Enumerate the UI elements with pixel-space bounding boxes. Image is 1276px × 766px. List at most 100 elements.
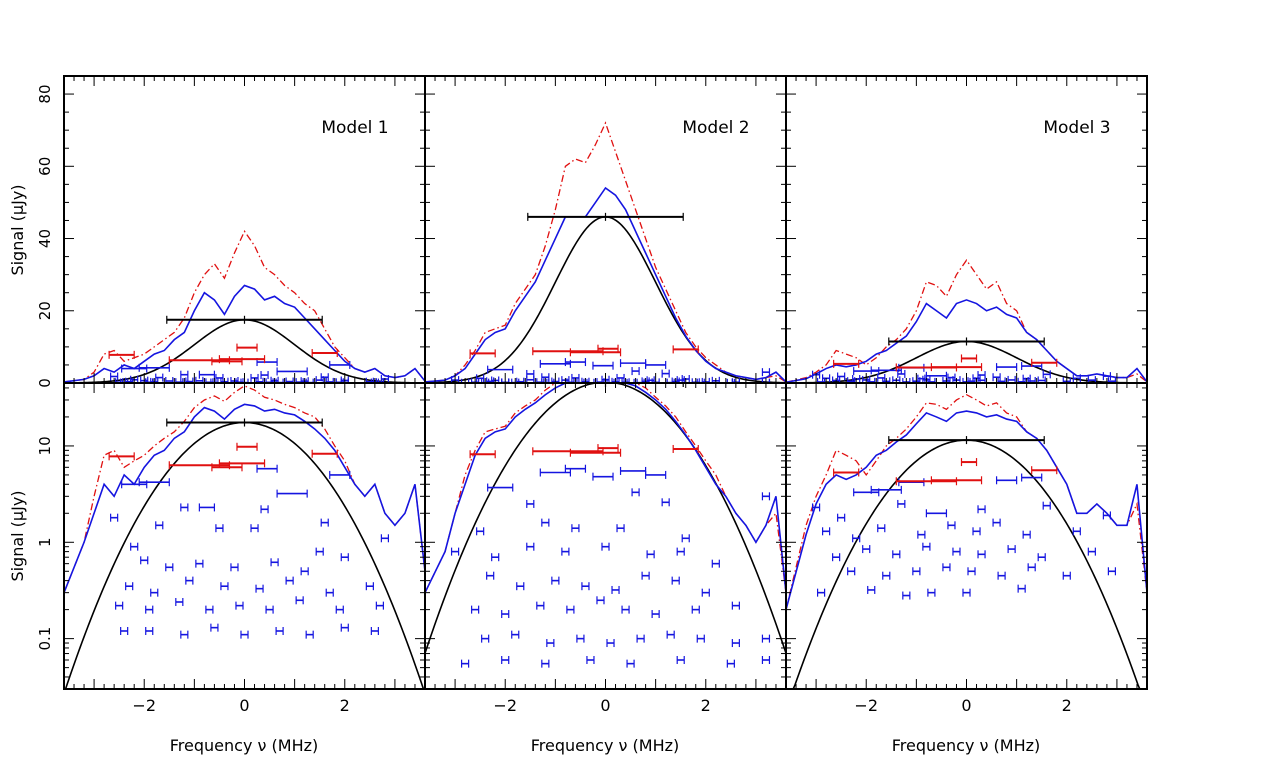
blue-data-point [816, 377, 826, 383]
blue-data-point [681, 534, 690, 543]
blue-data-point [1027, 377, 1036, 383]
blue-data-point [995, 363, 1018, 372]
red-data-point [833, 468, 860, 477]
blue-data-point [761, 655, 771, 664]
blue-data-point [927, 377, 936, 383]
blue-data-point [561, 547, 570, 556]
blue-data-point [661, 369, 670, 378]
blue-data-point [340, 553, 349, 562]
blue-data-point [671, 576, 680, 585]
blue-data-point [691, 605, 700, 614]
red-data-point [930, 363, 983, 372]
blue-data-point [977, 505, 986, 514]
y-tick-label: 1 [36, 538, 54, 548]
blue-data-point [631, 367, 640, 376]
blue-data-point [175, 597, 184, 606]
blue-data-point [992, 373, 1001, 382]
blue-data-point [731, 601, 740, 610]
blue-data-point [125, 582, 134, 591]
x-tick-label: 2 [1062, 696, 1072, 715]
blue-data-point [917, 530, 926, 539]
blue-data-point [320, 518, 329, 527]
blue-data-point [676, 547, 685, 556]
blue-data-point [1102, 372, 1111, 381]
blue-data-point [847, 377, 856, 383]
y-tick-label: 0.1 [36, 627, 54, 651]
x-tick-label: −2 [132, 696, 156, 715]
red-data-point [211, 463, 243, 472]
blue-data-point [255, 377, 264, 383]
blue-data-point [546, 639, 555, 648]
blue-data-point [1062, 571, 1071, 580]
blue-data-point [365, 377, 374, 383]
blue-data-point [476, 527, 485, 536]
blue-data-point [250, 524, 259, 533]
blue-data-point [837, 513, 846, 522]
blue-data-point [501, 655, 510, 664]
blue-data-point [325, 377, 334, 383]
y-axis-label-bottom: Signal (μJy) [8, 490, 27, 581]
x-axis-label-1: Frequency ν (MHz) [170, 736, 318, 755]
blue-data-point [992, 518, 1001, 527]
subplot-bottom-2 [424, 382, 787, 690]
blue-data-point [592, 361, 614, 370]
x-tick-label: 0 [239, 696, 249, 715]
blue-data-point [995, 476, 1018, 485]
blue-solid-line [786, 299, 1147, 383]
blue-data-point [461, 659, 470, 668]
red-data-point [569, 448, 622, 457]
blue-data-point [726, 659, 735, 668]
x-tick-label: 2 [701, 696, 711, 715]
blue-data-point [240, 630, 249, 639]
blue-data-point [571, 373, 580, 382]
blue-data-point [867, 377, 876, 383]
blue-data-point [666, 630, 675, 639]
blue-data-point [215, 524, 224, 533]
y-tick-label: 80 [36, 85, 54, 104]
blue-data-point [120, 626, 129, 635]
blue-data-point [487, 365, 514, 374]
blue-data-point [250, 373, 259, 382]
blue-data-point [325, 588, 334, 597]
plot-area [786, 393, 1147, 689]
panel-title: Model 1 [321, 118, 388, 138]
blue-data-point [962, 588, 971, 597]
blue-data-point [646, 550, 655, 559]
blue-data-point [852, 534, 861, 543]
blue-data-point [110, 372, 119, 381]
blue-data-point [1027, 563, 1036, 572]
red-data-point [930, 476, 983, 485]
blue-data-point [230, 563, 239, 572]
blue-data-point [977, 550, 986, 559]
blue-data-point [571, 524, 580, 533]
blue-data-point [816, 588, 826, 597]
blue-data-point [761, 492, 771, 501]
blue-data-point [265, 605, 274, 614]
red-data-point [672, 444, 699, 453]
red-dash-dot-line [64, 230, 425, 383]
blue-data-point [636, 634, 645, 643]
blue-data-point [581, 582, 590, 591]
red-data-point [311, 349, 338, 358]
blue-data-point [138, 478, 170, 487]
blue-data-point [285, 576, 294, 585]
blue-data-point [486, 377, 495, 383]
blue-data-point [1072, 527, 1081, 536]
blue-data-point [541, 659, 550, 668]
blue-data-point [329, 470, 351, 479]
black-error-bar [527, 383, 684, 387]
blue-data-point [870, 485, 902, 494]
blue-data-point [837, 372, 846, 381]
blue-data-point [877, 524, 886, 533]
blue-data-point [471, 605, 480, 614]
blue-data-point [150, 588, 159, 597]
panel-title: Model 2 [682, 118, 749, 138]
blue-data-point [811, 503, 821, 512]
x-axis-label-2: Frequency ν (MHz) [531, 736, 679, 755]
blue-data-point [1007, 545, 1016, 554]
blue-data-point [822, 527, 831, 536]
blue-data-point [1107, 377, 1117, 383]
red-data-point [218, 459, 266, 468]
blue-data-point [195, 559, 204, 568]
